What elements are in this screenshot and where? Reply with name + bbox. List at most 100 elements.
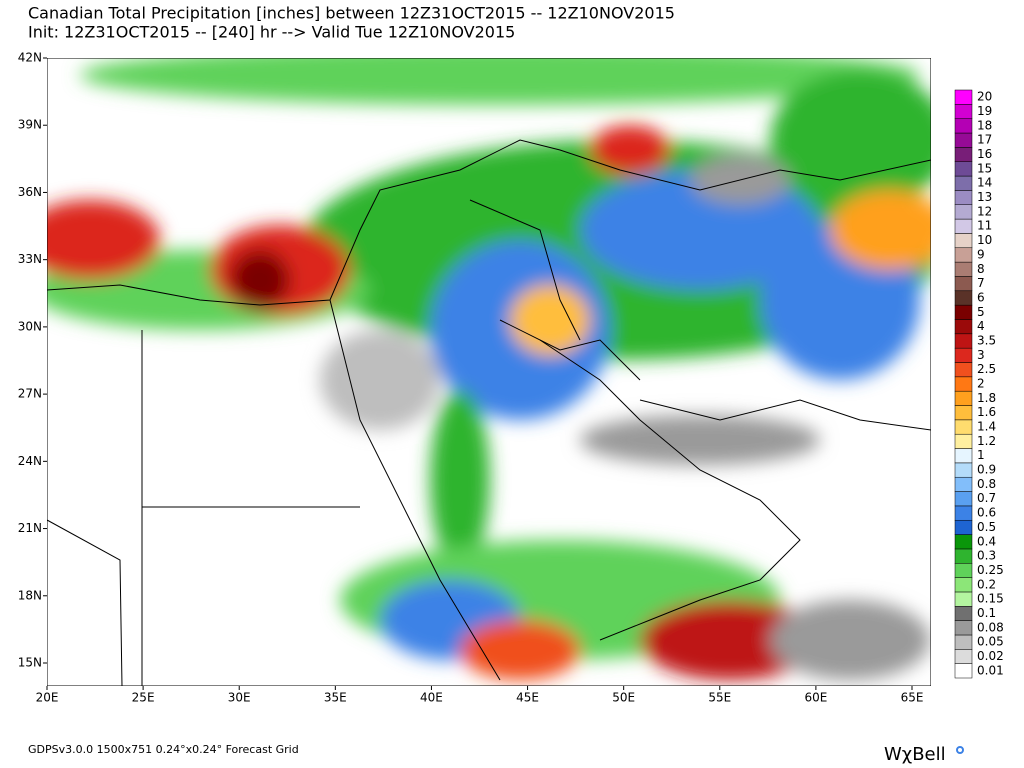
colorbar-label: 19	[977, 104, 992, 118]
colorbar-label: 0.3	[977, 549, 996, 563]
colorbar-swatch	[954, 161, 973, 177]
colorbar-label: 5	[977, 305, 985, 319]
colorbar-label: 1	[977, 448, 985, 462]
colorbar-swatch	[954, 261, 973, 277]
colorbar-label: 3.5	[977, 333, 996, 347]
lat-label: 21N	[18, 521, 42, 535]
colorbar-swatch	[954, 390, 973, 406]
colorbar-swatch	[954, 376, 973, 392]
coastlines	[47, 139, 931, 686]
colorbar-swatch	[954, 204, 973, 220]
colorbar-label: 1.8	[977, 391, 996, 405]
colorbar-label: 0.15	[977, 592, 1004, 606]
colorbar-swatch	[954, 419, 973, 435]
logo-dot	[956, 746, 964, 754]
lon-label: 60E	[804, 691, 827, 705]
colorbar-swatch	[954, 591, 973, 607]
grid-info: GDPSv3.0.0 1500x751 0.24°x0.24° Forecast…	[28, 743, 299, 756]
axis-labels: 42N 39N 36N 33N 30N 27N 24N 21N 18N 15N 20E 25E 30E 3…	[18, 51, 924, 705]
colorbar-label: 9	[977, 247, 985, 261]
colorbar-swatch	[954, 505, 973, 521]
lon-label: 40E	[420, 691, 443, 705]
colorbar-label: 2	[977, 377, 985, 391]
lon-label: 45E	[516, 691, 539, 705]
title: Canadian Total Precipitation [inches] be…	[28, 4, 675, 23]
colorbar-swatch	[954, 563, 973, 578]
colorbar-swatch	[954, 132, 973, 148]
lon-label: 20E	[36, 691, 59, 705]
colorbar-swatch	[954, 333, 973, 349]
colorbar-label: 6	[977, 290, 985, 304]
colorbar-label: 0.1	[977, 606, 996, 620]
colorbar-label: 7	[977, 276, 985, 290]
colorbar-swatch	[954, 276, 973, 292]
colorbar-swatch	[954, 405, 973, 421]
colorbar-swatch	[954, 190, 973, 205]
colorbar-label: 12	[977, 204, 992, 218]
colorbar-swatch	[954, 433, 973, 449]
colorbar-swatch	[954, 362, 973, 378]
lat-label: 39N	[18, 118, 42, 132]
colorbar-swatch	[954, 634, 973, 650]
colorbar-label: 0.02	[977, 649, 1004, 663]
colorbar-swatch	[954, 89, 973, 105]
lat-label: 18N	[18, 588, 42, 602]
colorbar-swatch	[954, 649, 973, 664]
colorbar-swatch	[954, 247, 973, 263]
colorbar-label: 0.6	[977, 506, 996, 520]
colorbar-label: 0.9	[977, 463, 996, 477]
colorbar-swatch	[954, 448, 973, 464]
colorbar-swatch	[954, 663, 973, 679]
colorbar-label: 18	[977, 118, 992, 132]
map	[47, 58, 931, 686]
colorbar-label: 16	[977, 147, 992, 161]
colorbar-swatch	[954, 319, 973, 335]
colorbar-label: 1.6	[977, 405, 996, 419]
colorbar-swatch	[954, 620, 973, 636]
colorbar-swatch	[954, 304, 973, 320]
colorbar-swatch	[954, 577, 973, 593]
lat-label: 36N	[18, 185, 42, 199]
colorbar-label: 0.08	[977, 620, 1004, 634]
logo: WχBell	[884, 744, 946, 765]
colorbar-label: 0.01	[977, 663, 1004, 677]
colorbar-label: 11	[977, 219, 992, 233]
lon-label: 65E	[901, 691, 924, 705]
colorbar-swatch	[954, 233, 973, 249]
lat-label: 42N	[18, 51, 42, 65]
colorbar-swatch	[954, 175, 973, 191]
lon-label: 35E	[324, 691, 347, 705]
lat-label: 30N	[18, 319, 42, 333]
colorbar-swatch	[954, 347, 973, 363]
colorbar-swatch	[954, 147, 973, 162]
colorbar-label: 0.25	[977, 563, 1004, 577]
colorbar-label: 3	[977, 348, 985, 362]
colorbar-label: 2.5	[977, 362, 996, 376]
colorbar-label: 4	[977, 319, 985, 333]
lat-label: 33N	[18, 252, 42, 266]
colorbar-swatch	[954, 218, 973, 234]
lat-label: 24N	[18, 454, 42, 468]
colorbar-swatch	[954, 606, 973, 621]
colorbar-label: 15	[977, 161, 992, 175]
colorbar-label: 0.5	[977, 520, 996, 534]
colorbar-label: 17	[977, 133, 992, 147]
lon-label: 50E	[612, 691, 635, 705]
colorbar-label: 0.2	[977, 577, 996, 591]
subtitle: Init: 12Z31OCT2015 -- [240] hr --> Valid…	[28, 23, 515, 42]
colorbar-swatch	[954, 476, 973, 492]
colorbar-swatch	[954, 491, 973, 507]
colorbar-label: 13	[977, 190, 992, 204]
lon-label: 55E	[708, 691, 731, 705]
lon-label: 30E	[228, 691, 251, 705]
colorbar-label: 0.4	[977, 534, 996, 548]
colorbar-swatch	[954, 548, 973, 564]
colorbar-label: 1.2	[977, 434, 996, 448]
colorbar-label: 0.8	[977, 477, 996, 491]
lat-label: 15N	[18, 656, 42, 670]
colorbar-swatch	[954, 462, 973, 478]
colorbar-label: 10	[977, 233, 992, 247]
lat-label: 27N	[18, 387, 42, 401]
lon-label: 25E	[132, 691, 155, 705]
